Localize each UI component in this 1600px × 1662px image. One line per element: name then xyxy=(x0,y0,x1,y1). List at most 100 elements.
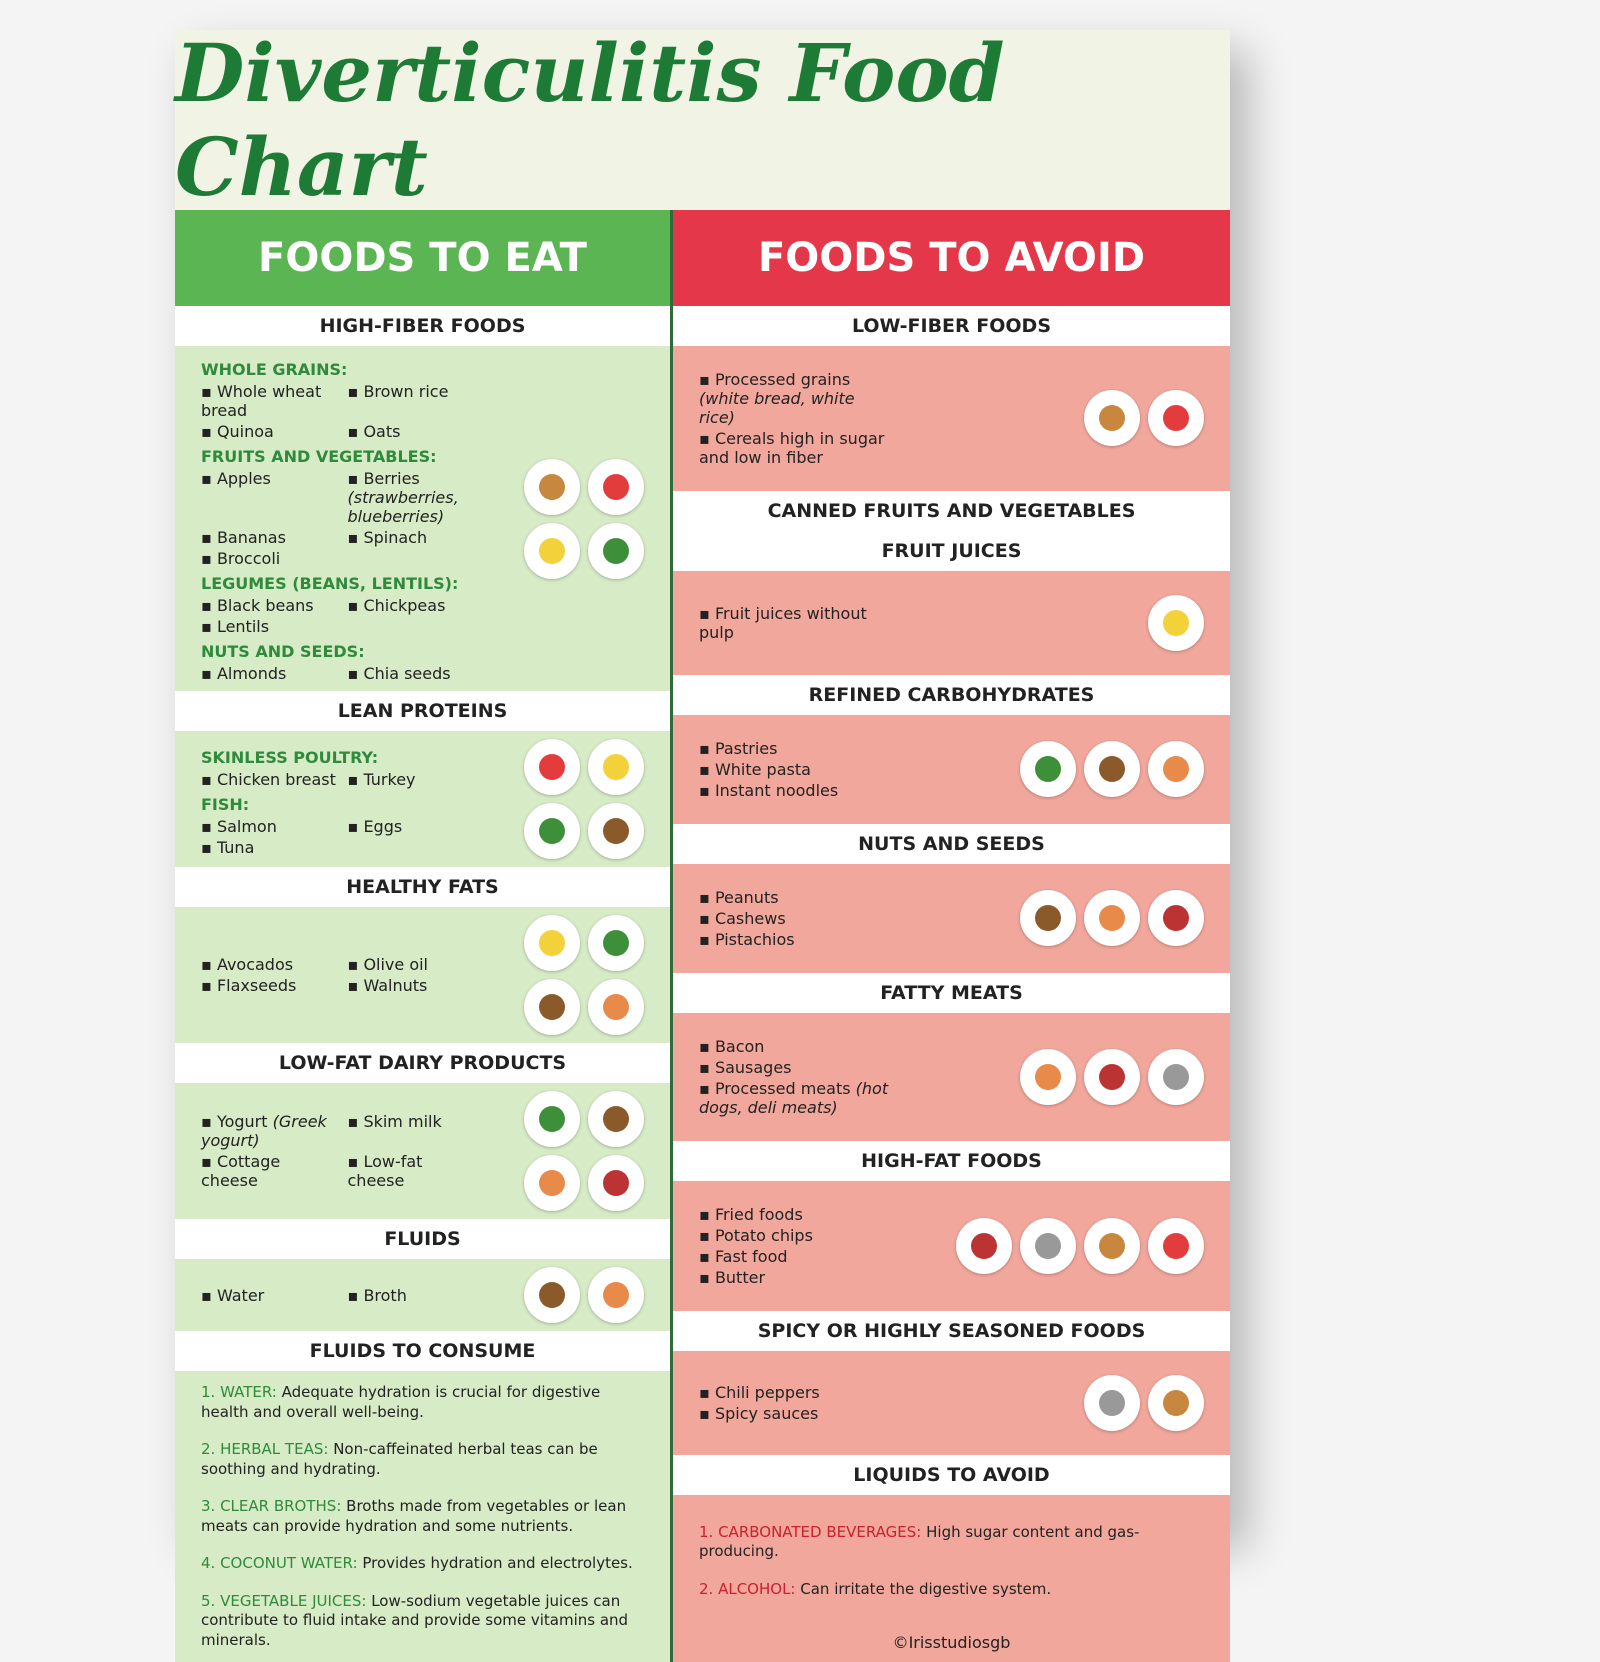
columns: FOODS TO EAT HIGH-FIBER FOODS WHOLE GRAINS… xyxy=(175,210,1230,1662)
food-icon-art xyxy=(603,1170,629,1196)
icon-group xyxy=(904,741,1204,798)
food-icon xyxy=(524,803,580,859)
icon-group xyxy=(904,1217,1204,1274)
section-body: SKINLESS POULTRY: Chicken breast Turkey FIS… xyxy=(175,731,670,867)
food-icon xyxy=(524,1155,580,1211)
food-icon-art xyxy=(539,930,565,956)
item: Chili peppers xyxy=(699,1383,894,1402)
food-icon-art xyxy=(603,754,629,780)
column-heading: FOODS TO AVOID xyxy=(673,210,1230,306)
item: Processed meats (hot dogs, deli meats) xyxy=(699,1079,894,1117)
food-icon xyxy=(1084,1374,1140,1431)
food-icon xyxy=(1148,1048,1204,1105)
list-entry: 1. CARBONATED BEVERAGES: High sugar cont… xyxy=(699,1523,1204,1562)
food-icon xyxy=(1084,890,1140,947)
item: Cottage cheese xyxy=(201,1152,338,1190)
section-body: Water Broth xyxy=(175,1259,670,1331)
food-icon-art xyxy=(539,1170,565,1196)
food-icon-art xyxy=(1163,405,1189,432)
food-icon-art xyxy=(1099,756,1125,783)
food-icon-art xyxy=(539,818,565,844)
food-icon-art xyxy=(971,1232,997,1259)
item-text: Yogurt xyxy=(216,1112,268,1131)
item: Olive oil xyxy=(348,955,485,974)
section-text: Chili peppers Spicy sauces xyxy=(699,1383,894,1423)
item: Salmon xyxy=(201,817,338,836)
item-note: (white bread, white rice) xyxy=(699,388,855,427)
section-body: Fruit juices without pulp xyxy=(673,570,1230,675)
food-icon xyxy=(588,458,644,515)
food-icon-art xyxy=(1163,609,1189,636)
item: Fruit juices without pulp xyxy=(699,604,894,642)
group-label: NUTS AND SEEDS: xyxy=(201,642,365,661)
group-label: WHOLE GRAINS: xyxy=(201,360,348,379)
section-heading: HEALTHY FATS xyxy=(175,867,670,907)
item-list: Processed grains (white bread, white ric… xyxy=(699,370,894,467)
section-body: Peanuts Cashews Pistachios xyxy=(673,863,1230,973)
food-icon-art xyxy=(1035,756,1061,783)
entry-label: 2. ALCOHOL: xyxy=(699,1579,796,1598)
item-list: Chicken breast Turkey xyxy=(201,770,484,789)
icon-group xyxy=(904,1048,1204,1105)
food-icon xyxy=(1148,390,1204,447)
section-body: Avocados Olive oil Flaxseeds Walnuts xyxy=(175,907,670,1043)
icon-group xyxy=(494,458,644,579)
icon-group xyxy=(494,739,644,859)
food-icon xyxy=(524,1267,580,1323)
food-icon-art xyxy=(1163,1063,1189,1090)
eat-column: FOODS TO EAT HIGH-FIBER FOODS WHOLE GRAINS… xyxy=(175,210,673,1662)
section-text: Yogurt (Greek yogurt) Skim milk Cottage ch… xyxy=(201,1112,484,1190)
section-heading: CANNED FRUITS AND VEGETABLES xyxy=(673,490,1230,531)
entry-label: 1. WATER: xyxy=(201,1383,277,1401)
item-list: Yogurt (Greek yogurt) Skim milk Cottage ch… xyxy=(201,1112,484,1190)
food-icon-art xyxy=(539,537,565,564)
item: Yogurt (Greek yogurt) xyxy=(201,1112,338,1150)
food-icon xyxy=(524,739,580,795)
item: Quinoa xyxy=(201,422,338,441)
food-icon-art xyxy=(539,473,565,500)
list-entry: 4. COCONUT WATER: Provides hydration and… xyxy=(201,1554,644,1574)
food-icon-art xyxy=(1163,756,1189,783)
icon-group xyxy=(494,1267,644,1323)
item-list: Avocados Olive oil Flaxseeds Walnuts xyxy=(201,955,484,995)
item: Spicy sauces xyxy=(699,1404,894,1423)
food-icon xyxy=(1148,1217,1204,1274)
item-text: Processed grains xyxy=(714,369,851,389)
food-icon xyxy=(1084,1217,1140,1274)
food-icon xyxy=(1020,1048,1076,1105)
food-icon-art xyxy=(539,1282,565,1308)
icon-group xyxy=(494,915,644,1035)
entry-label: 2. HERBAL TEAS: xyxy=(201,1440,329,1458)
item: Skim milk xyxy=(348,1112,485,1150)
item-text: Processed meats xyxy=(714,1078,851,1098)
food-icon xyxy=(524,522,580,579)
item: Cereals high in sugar and low in fiber xyxy=(699,429,894,467)
entry-label: 5. VEGETABLE JUICES: xyxy=(201,1591,367,1610)
section-text: Pastries White pasta Instant noodles xyxy=(699,739,894,800)
item-note: (Greek yogurt) xyxy=(201,1112,327,1150)
section-heading: LOW-FIBER FOODS xyxy=(673,306,1230,346)
item-list: Salmon Eggs Tuna xyxy=(201,817,484,857)
section-body: Chili peppers Spicy sauces xyxy=(673,1350,1230,1455)
item: Broccoli xyxy=(201,549,338,568)
food-icon xyxy=(588,522,644,579)
section-text: Fried foods Potato chips Fast food Butter xyxy=(699,1205,894,1287)
food-icon xyxy=(588,1267,644,1323)
item: Flaxseeds xyxy=(201,976,338,995)
item: Brown rice xyxy=(348,382,485,420)
item-list: Peanuts Cashews Pistachios xyxy=(699,888,894,949)
item: Butter xyxy=(699,1268,894,1287)
credit: ©Irisstudiosgb xyxy=(673,1627,1230,1662)
item: Fast food xyxy=(699,1247,894,1266)
food-icon-art xyxy=(603,537,629,564)
food-icon xyxy=(524,458,580,515)
food-icon xyxy=(1148,741,1204,798)
icon-group xyxy=(904,1374,1204,1431)
group-label: FRUITS AND VEGETABLES: xyxy=(201,447,437,466)
icon-group xyxy=(904,390,1204,447)
item: Tuna xyxy=(201,838,338,857)
food-icon-art xyxy=(1035,905,1061,932)
item: Avocados xyxy=(201,955,338,974)
food-icon xyxy=(588,803,644,859)
